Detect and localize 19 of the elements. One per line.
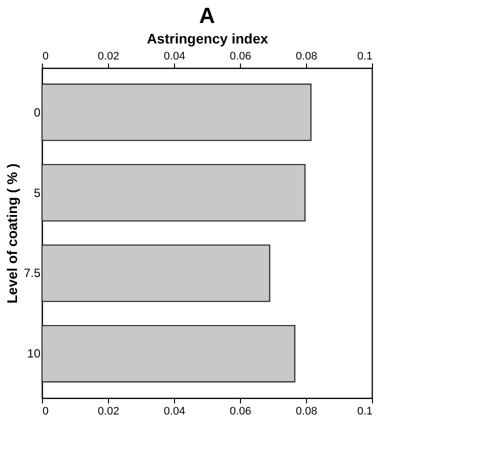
x2-tick-label: 0.02 — [98, 406, 120, 418]
x-tick-label: 0.08 — [296, 50, 318, 62]
x-tick-label: 0.1 — [357, 50, 372, 62]
x-tick-label: 0.06 — [230, 50, 252, 62]
y-tick-label: 5 — [34, 186, 41, 200]
chart-title: A — [199, 3, 216, 28]
x-tick-label: 0.04 — [164, 50, 186, 62]
x-tick-label: 0.02 — [98, 50, 120, 62]
y-tick-label: 10 — [27, 346, 41, 361]
y-axis-title: Level of coating ( % ) — [4, 163, 20, 304]
x2-tick-label: 0.06 — [230, 406, 252, 418]
x2-axis-title: Astringency index — [146, 30, 268, 46]
x2-tick-label: 0.08 — [296, 406, 318, 418]
x2-tick-label: 0.04 — [164, 406, 186, 418]
y-tick-label: 0 — [34, 105, 41, 120]
x-tick-label: 0 — [42, 50, 49, 62]
x2-tick-label: 0 — [42, 406, 49, 418]
x2-tick-label: 0.1 — [357, 406, 372, 418]
y-tick-label: 7.5 — [24, 266, 41, 280]
